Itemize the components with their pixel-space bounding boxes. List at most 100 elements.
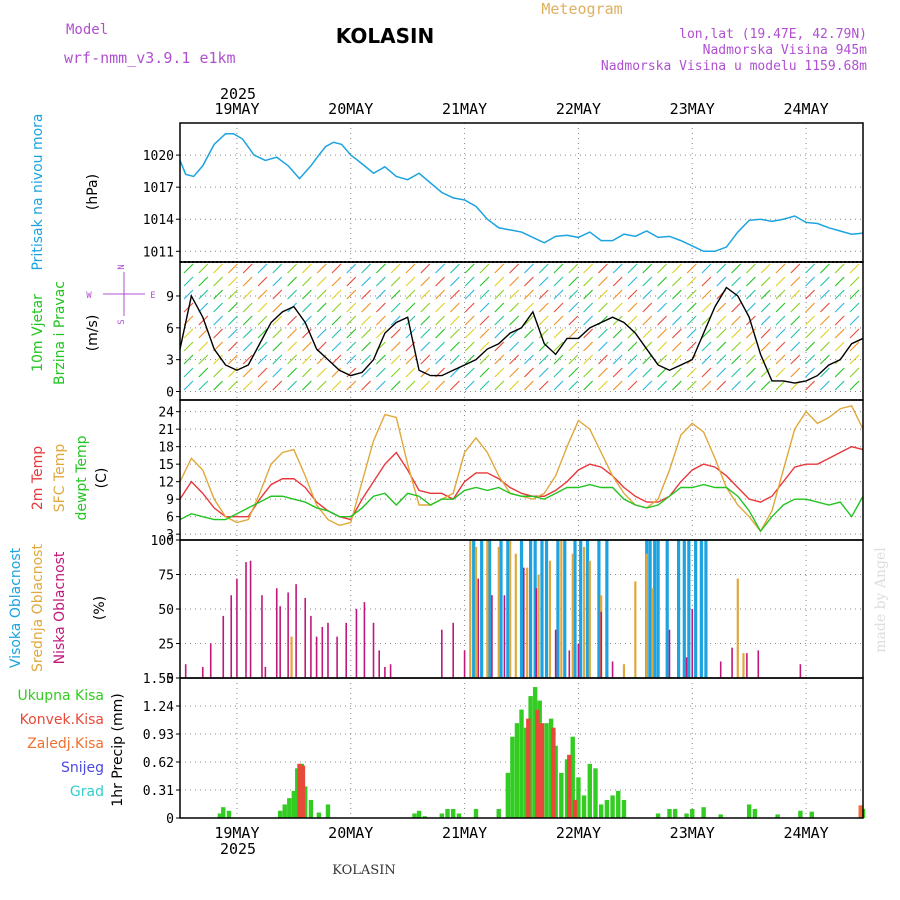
wind-arrow bbox=[198, 328, 209, 339]
wind-arrow bbox=[716, 367, 727, 378]
wind-arrow bbox=[731, 302, 741, 313]
wind-arrow bbox=[257, 302, 268, 313]
wind-arrow bbox=[746, 354, 756, 365]
wind-arrow bbox=[731, 341, 741, 352]
wind-arrow bbox=[228, 289, 238, 300]
wind-arrow bbox=[790, 367, 801, 378]
wind-arrow bbox=[849, 380, 860, 391]
wind-arrow bbox=[583, 276, 593, 287]
wind-arrow bbox=[405, 302, 416, 313]
wind-arrow bbox=[242, 328, 253, 339]
wind-arrow bbox=[450, 328, 460, 339]
wind-arrow bbox=[849, 263, 860, 274]
wind-arrow bbox=[568, 328, 579, 339]
wind-arrow bbox=[686, 302, 697, 313]
wind-arrow bbox=[257, 289, 268, 300]
wind-arrow bbox=[420, 315, 431, 326]
precip-bar-total bbox=[537, 700, 542, 818]
wind-arrow bbox=[716, 302, 727, 313]
wind-arrow bbox=[672, 315, 682, 326]
temp-panel-label-1: 2m Temp bbox=[30, 446, 46, 510]
wind-arrow bbox=[538, 341, 549, 352]
wind-arrow bbox=[287, 289, 297, 300]
wind-arrow bbox=[583, 328, 593, 339]
precip-legend-item: Zaledj.Kisa bbox=[27, 736, 104, 752]
wind-arrow bbox=[450, 302, 460, 313]
wind-arrow bbox=[524, 315, 534, 326]
wind-arrow bbox=[760, 315, 771, 326]
wind-arrow bbox=[775, 289, 786, 300]
wind-arrow bbox=[672, 380, 682, 391]
wind-arrow bbox=[316, 315, 327, 326]
wind-arrow bbox=[598, 354, 608, 365]
temp-line-temp2m bbox=[179, 445, 864, 521]
wind-arrow bbox=[701, 315, 712, 326]
wind-arrow bbox=[435, 289, 445, 300]
wind-arrow bbox=[287, 315, 297, 326]
precip-bar-total bbox=[519, 709, 524, 818]
wind-arrow bbox=[316, 328, 327, 339]
wind-arrow bbox=[568, 289, 579, 300]
wind-arrow bbox=[642, 289, 653, 300]
wind-arrow bbox=[805, 367, 815, 378]
wind-arrow bbox=[376, 380, 386, 391]
model-elevation-text: Nadmorska Visina u modelu 1159.68m bbox=[601, 59, 867, 74]
wind-arrow bbox=[450, 354, 460, 365]
wind-arrow bbox=[716, 276, 727, 287]
wind-arrow bbox=[775, 302, 786, 313]
wind-arrow bbox=[213, 367, 223, 378]
wind-arrow bbox=[849, 328, 860, 339]
day-label-bottom-20MAY: 20MAY bbox=[328, 824, 373, 842]
wind-arrow bbox=[731, 328, 741, 339]
wind-arrow bbox=[627, 315, 638, 326]
wind-arrow bbox=[376, 276, 386, 287]
wind-arrow bbox=[450, 263, 460, 274]
precip-bar-freezing bbox=[858, 805, 863, 818]
wind-arrow bbox=[612, 367, 623, 378]
wind-arrow bbox=[331, 341, 342, 352]
wind-arrow bbox=[198, 302, 209, 313]
station-title: KOLASIN bbox=[336, 24, 434, 48]
precip-bar-total bbox=[809, 811, 814, 818]
wind-arrow bbox=[760, 289, 771, 300]
wind-arrow bbox=[553, 315, 564, 326]
precip-bar-total bbox=[308, 799, 314, 818]
wind-arrow bbox=[627, 302, 638, 313]
wind-arrow bbox=[228, 380, 238, 391]
wind-arrow bbox=[538, 380, 549, 391]
wind-arrow bbox=[242, 289, 253, 300]
wind-arrow bbox=[213, 302, 223, 313]
wind-arrow bbox=[583, 380, 593, 391]
precip-legend-item: Konvek.Kisa bbox=[20, 712, 104, 728]
wind-arrow bbox=[642, 276, 653, 287]
wind-arrow bbox=[302, 380, 312, 391]
wind-arrow bbox=[746, 289, 756, 300]
wind-direction-key: W E N S bbox=[86, 264, 155, 324]
wind-arrow bbox=[198, 341, 209, 352]
wind-arrow bbox=[228, 315, 238, 326]
precip-bar-total bbox=[473, 808, 479, 818]
wind-arrow bbox=[553, 354, 564, 365]
wind-arrow bbox=[287, 263, 297, 274]
precip-bar-total bbox=[570, 736, 575, 818]
wind-arrow bbox=[316, 302, 327, 313]
wind-arrow bbox=[272, 328, 283, 339]
wind-arrow bbox=[657, 276, 667, 287]
temp-panel-label-2: SFC Temp bbox=[52, 444, 68, 513]
precipitation-ytick-label-5: 1.55 bbox=[143, 672, 174, 687]
wind-arrow bbox=[213, 289, 223, 300]
wind-arrow bbox=[494, 341, 505, 352]
wind-arrow bbox=[672, 276, 682, 287]
wind-panel-label-2: Brzina i Pravac bbox=[52, 281, 68, 385]
wind-arrow bbox=[701, 328, 712, 339]
precip-bar-total bbox=[514, 723, 520, 818]
wind-arrow bbox=[612, 341, 623, 352]
wind-arrow bbox=[746, 367, 756, 378]
wind-arrow bbox=[820, 315, 830, 326]
wind-arrow bbox=[183, 276, 194, 287]
temperature-panel: 3 6 9 12 15 18 21 24 bbox=[158, 400, 864, 543]
precip-bar-total bbox=[291, 790, 297, 818]
cloud-panel-label-1: Visoka Oblacnost bbox=[8, 547, 24, 668]
precip-bar-total bbox=[775, 814, 780, 818]
cloud_cover-ytick-label-4: 100 bbox=[151, 534, 174, 549]
